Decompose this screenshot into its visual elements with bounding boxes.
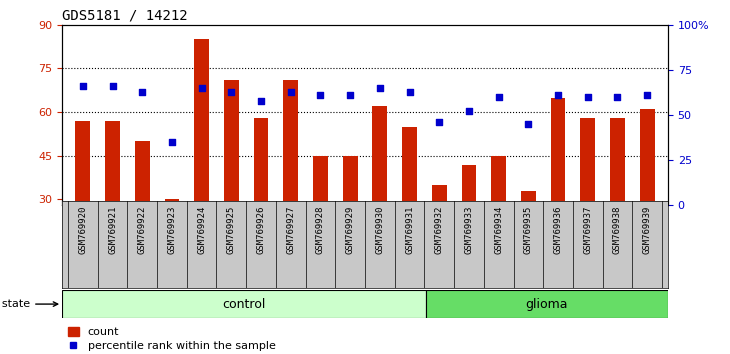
- Bar: [62, 290, 426, 318]
- Point: [345, 92, 356, 98]
- Bar: [75, 121, 91, 205]
- Text: GSM769933: GSM769933: [464, 206, 474, 254]
- Text: GSM769920: GSM769920: [78, 206, 88, 254]
- Point: [582, 94, 593, 100]
- Text: GSM769939: GSM769939: [642, 206, 652, 254]
- Text: GSM769930: GSM769930: [375, 206, 385, 254]
- Text: GSM769926: GSM769926: [256, 206, 266, 254]
- Bar: [164, 200, 180, 205]
- Text: GSM769928: GSM769928: [316, 206, 325, 254]
- Bar: [342, 156, 358, 205]
- Text: disease state: disease state: [0, 299, 58, 309]
- Text: GSM769936: GSM769936: [553, 206, 563, 254]
- Text: glioma: glioma: [526, 298, 568, 310]
- Bar: [313, 156, 328, 205]
- Text: GSM769927: GSM769927: [286, 206, 295, 254]
- Bar: [224, 80, 239, 205]
- Text: GSM769921: GSM769921: [108, 206, 117, 254]
- Bar: [521, 191, 536, 205]
- Point: [77, 83, 88, 89]
- Bar: [426, 290, 668, 318]
- Text: GSM769923: GSM769923: [167, 206, 177, 254]
- Text: GSM769934: GSM769934: [494, 206, 503, 254]
- Legend: count, percentile rank within the sample: count, percentile rank within the sample: [68, 327, 275, 351]
- Text: GSM769925: GSM769925: [227, 206, 236, 254]
- Point: [612, 94, 623, 100]
- Point: [552, 92, 564, 98]
- Point: [493, 94, 504, 100]
- Text: GDS5181 / 14212: GDS5181 / 14212: [62, 8, 188, 22]
- Text: GSM769937: GSM769937: [583, 206, 592, 254]
- Text: GSM769932: GSM769932: [435, 206, 444, 254]
- Text: GSM769924: GSM769924: [197, 206, 206, 254]
- Point: [226, 89, 237, 95]
- Text: GSM769929: GSM769929: [345, 206, 355, 254]
- Bar: [253, 118, 269, 205]
- Point: [374, 85, 385, 91]
- Point: [463, 109, 474, 114]
- Text: GSM769938: GSM769938: [613, 206, 622, 254]
- Point: [523, 121, 534, 127]
- Point: [107, 83, 118, 89]
- Bar: [283, 80, 298, 205]
- Point: [196, 85, 207, 91]
- Text: GSM769935: GSM769935: [524, 206, 533, 254]
- Text: GSM769922: GSM769922: [138, 206, 147, 254]
- Bar: [402, 127, 417, 205]
- Bar: [639, 109, 655, 205]
- Bar: [550, 98, 566, 205]
- Bar: [610, 118, 625, 205]
- Bar: [194, 39, 209, 205]
- Point: [137, 89, 148, 95]
- Bar: [105, 121, 120, 205]
- Bar: [372, 106, 388, 205]
- Point: [166, 139, 178, 145]
- Point: [315, 92, 326, 98]
- Bar: [432, 185, 447, 205]
- Point: [434, 119, 445, 125]
- Point: [404, 89, 415, 95]
- Bar: [580, 118, 595, 205]
- Point: [642, 92, 653, 98]
- Bar: [135, 141, 150, 205]
- Point: [255, 98, 267, 103]
- Bar: [491, 156, 506, 205]
- Point: [285, 89, 296, 95]
- Bar: [461, 165, 477, 205]
- Text: GSM769931: GSM769931: [405, 206, 414, 254]
- Text: control: control: [222, 298, 266, 310]
